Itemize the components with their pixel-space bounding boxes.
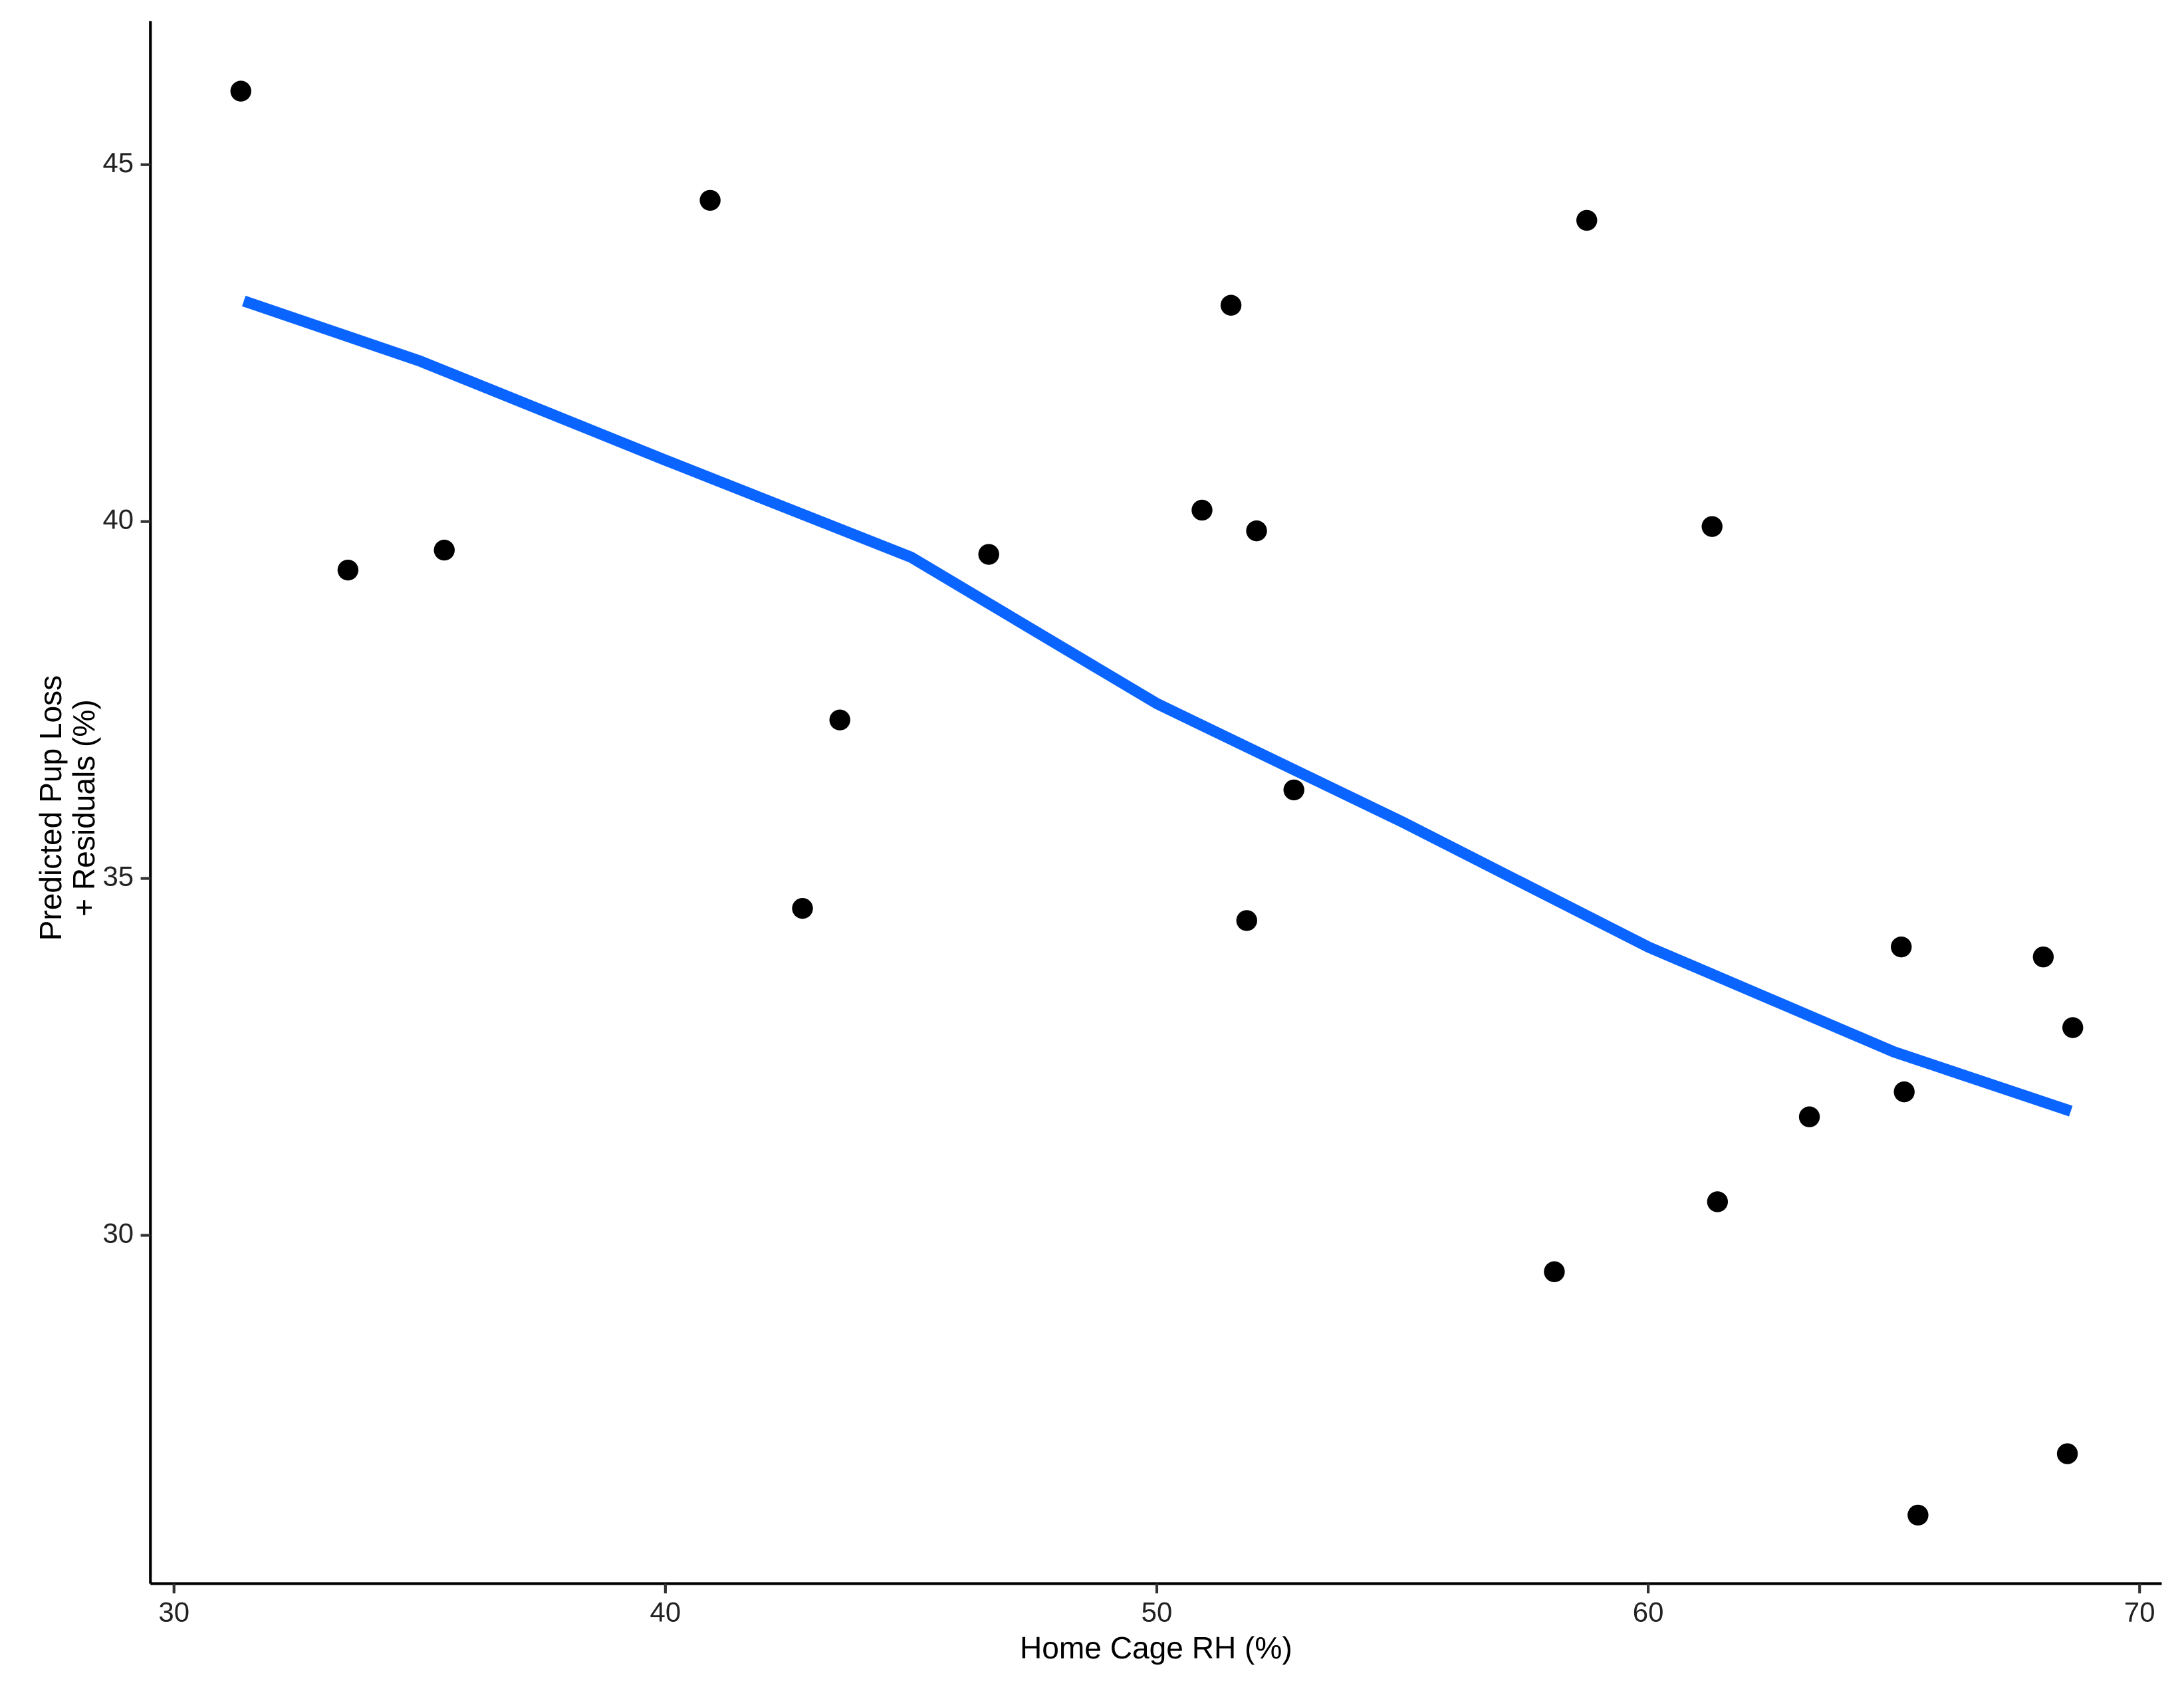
point — [2032, 946, 2054, 968]
point — [1798, 1106, 1820, 1127]
point — [1893, 1081, 1915, 1103]
y-tick-label: 35 — [103, 861, 134, 892]
x-tick-label: 70 — [2124, 1597, 2155, 1628]
x-tick-label: 40 — [650, 1597, 681, 1628]
point — [1220, 294, 1242, 316]
x-tick-label: 60 — [1633, 1597, 1664, 1628]
fit-line — [241, 295, 2073, 1117]
point — [1707, 1191, 1729, 1212]
y-axis-title: + Residuals (%) — [66, 699, 101, 917]
point — [1701, 516, 1723, 537]
point — [337, 559, 359, 581]
point — [1907, 1504, 1929, 1526]
y-tick-label: 30 — [103, 1218, 134, 1249]
point — [1191, 499, 1213, 521]
point — [792, 897, 813, 919]
x-axis-title: Home Cage RH (%) — [1020, 1631, 1292, 1665]
y-axis-title: Predicted Pup Loss — [33, 675, 68, 941]
x-tick-label: 30 — [158, 1597, 189, 1628]
point — [699, 189, 721, 211]
point — [1236, 910, 1257, 931]
point — [1283, 779, 1304, 801]
point — [1891, 936, 1912, 958]
point — [829, 709, 850, 731]
point — [2056, 1443, 2078, 1464]
x-tick-label: 50 — [1142, 1597, 1173, 1628]
point — [1576, 209, 1598, 231]
y-tick-label: 45 — [103, 147, 134, 178]
point — [1246, 520, 1267, 542]
point — [230, 80, 251, 102]
y-tick-label: 40 — [103, 504, 134, 535]
point — [433, 539, 455, 561]
point — [2062, 1017, 2084, 1038]
point — [978, 544, 999, 565]
point — [1544, 1261, 1565, 1282]
